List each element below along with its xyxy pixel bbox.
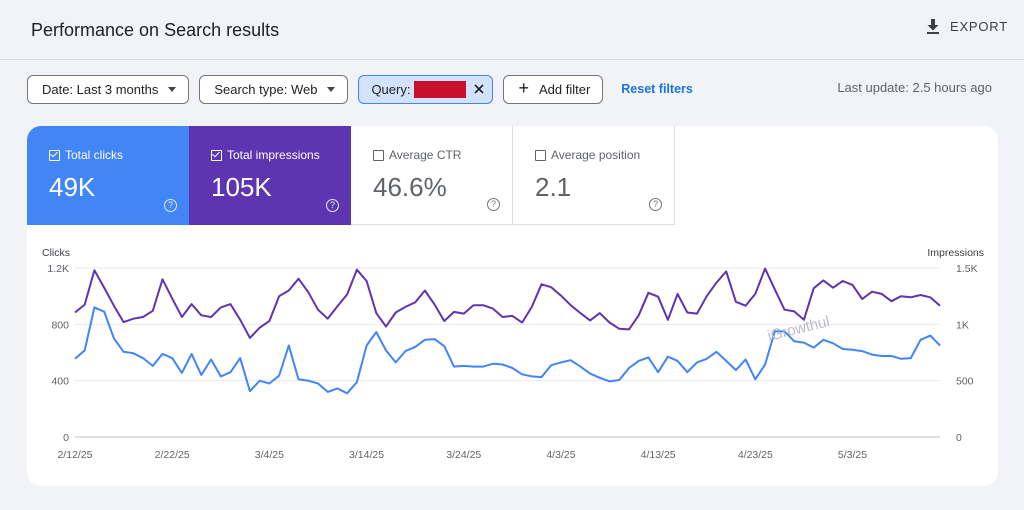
metric-label: Total clicks	[65, 148, 124, 162]
close-icon[interactable]	[472, 82, 486, 96]
x-tick-label: 3/24/25	[446, 449, 481, 461]
page-title: Performance on Search results	[31, 20, 280, 40]
metric-value: 2.1	[535, 172, 572, 202]
checkbox-icon[interactable]	[211, 149, 222, 161]
query-filter-label: Query:	[371, 81, 411, 97]
help-icon[interactable]: ?	[164, 199, 177, 212]
left-tick-label: 1.2K	[47, 263, 69, 275]
x-tick-label: 2/12/25	[57, 449, 92, 461]
export-label: EXPORT	[949, 19, 1008, 34]
metric-value: 49K	[49, 172, 96, 202]
page-header: Performance on Search results EXPORT	[0, 0, 1024, 60]
x-tick-label: 5/3/25	[838, 449, 867, 461]
metric-label: Average CTR	[389, 148, 462, 162]
redacted-query-value	[414, 80, 467, 98]
add-filter-button[interactable]: + Add filter	[503, 74, 604, 104]
left-tick-label: 400	[51, 376, 69, 388]
metric-tile-average-ctr[interactable]: Average CTR 46.6% ?	[351, 126, 513, 225]
left-axis-title: Clicks	[42, 247, 70, 259]
plus-icon: +	[518, 78, 529, 98]
right-tick-label: 500	[956, 376, 974, 388]
metric-label: Average position	[551, 148, 641, 162]
metric-tile-average-position[interactable]: Average position 2.1 ?	[513, 126, 675, 225]
metric-tile-total-clicks[interactable]: Total clicks 49K ?	[27, 126, 189, 225]
metric-tile-total-impressions[interactable]: Total impressions 105K ?	[189, 126, 351, 225]
export-button[interactable]: EXPORT	[926, 19, 1008, 34]
right-tick-label: 0	[956, 432, 962, 444]
checkbox-icon[interactable]	[49, 149, 60, 161]
date-filter-chip[interactable]: Date: Last 3 months	[27, 74, 190, 104]
last-update-text: Last update: 2.5 hours ago	[837, 80, 992, 95]
metric-value: 46.6%	[373, 172, 447, 202]
x-tick-label: 2/22/25	[155, 449, 190, 461]
x-tick-label: 3/4/25	[255, 449, 284, 461]
right-axis-title: Impressions	[927, 247, 984, 259]
caret-down-icon	[168, 86, 177, 92]
download-icon	[926, 19, 939, 34]
x-tick-label: 4/13/25	[641, 449, 676, 461]
checkbox-icon[interactable]	[535, 149, 546, 161]
x-tick-label: 4/3/25	[546, 449, 575, 461]
search-type-filter-chip[interactable]: Search type: Web	[199, 74, 349, 104]
checkbox-icon[interactable]	[373, 149, 384, 161]
left-tick-label: 0	[63, 432, 69, 444]
caret-down-icon	[327, 86, 336, 92]
performance-line-chart: 1.2K 1.5K 800 1K 400 500 0 0 2/12/25 2/22/25 3/4/2…	[47, 263, 978, 461]
x-tick-label: 3/14/25	[349, 449, 384, 461]
reset-filters-link[interactable]: Reset filters	[621, 82, 693, 96]
left-tick-label: 800	[51, 319, 69, 331]
impressions-series-line	[74, 267, 941, 339]
metric-value: 105K	[211, 172, 272, 202]
filter-bar: Date: Last 3 months Search type: Web Que…	[27, 74, 693, 104]
x-tick-label: 4/23/25	[738, 449, 773, 461]
help-icon[interactable]: ?	[326, 199, 339, 212]
clicks-series-line	[74, 306, 941, 395]
query-filter-chip[interactable]: Query:	[358, 74, 494, 104]
add-filter-label: Add filter	[538, 81, 591, 97]
date-filter-label: Date: Last 3 months	[42, 81, 159, 97]
help-icon[interactable]: ?	[649, 198, 662, 211]
metric-label: Total impressions	[227, 148, 320, 162]
right-tick-label: 1.5K	[956, 263, 978, 275]
help-icon[interactable]: ?	[487, 198, 500, 211]
performance-card: Total clicks 49K ? Total impressions 105…	[27, 126, 998, 486]
metric-tiles: Total clicks 49K ? Total impressions 105…	[27, 126, 675, 225]
search-type-filter-label: Search type: Web	[214, 81, 318, 97]
right-tick-label: 1K	[956, 319, 969, 331]
